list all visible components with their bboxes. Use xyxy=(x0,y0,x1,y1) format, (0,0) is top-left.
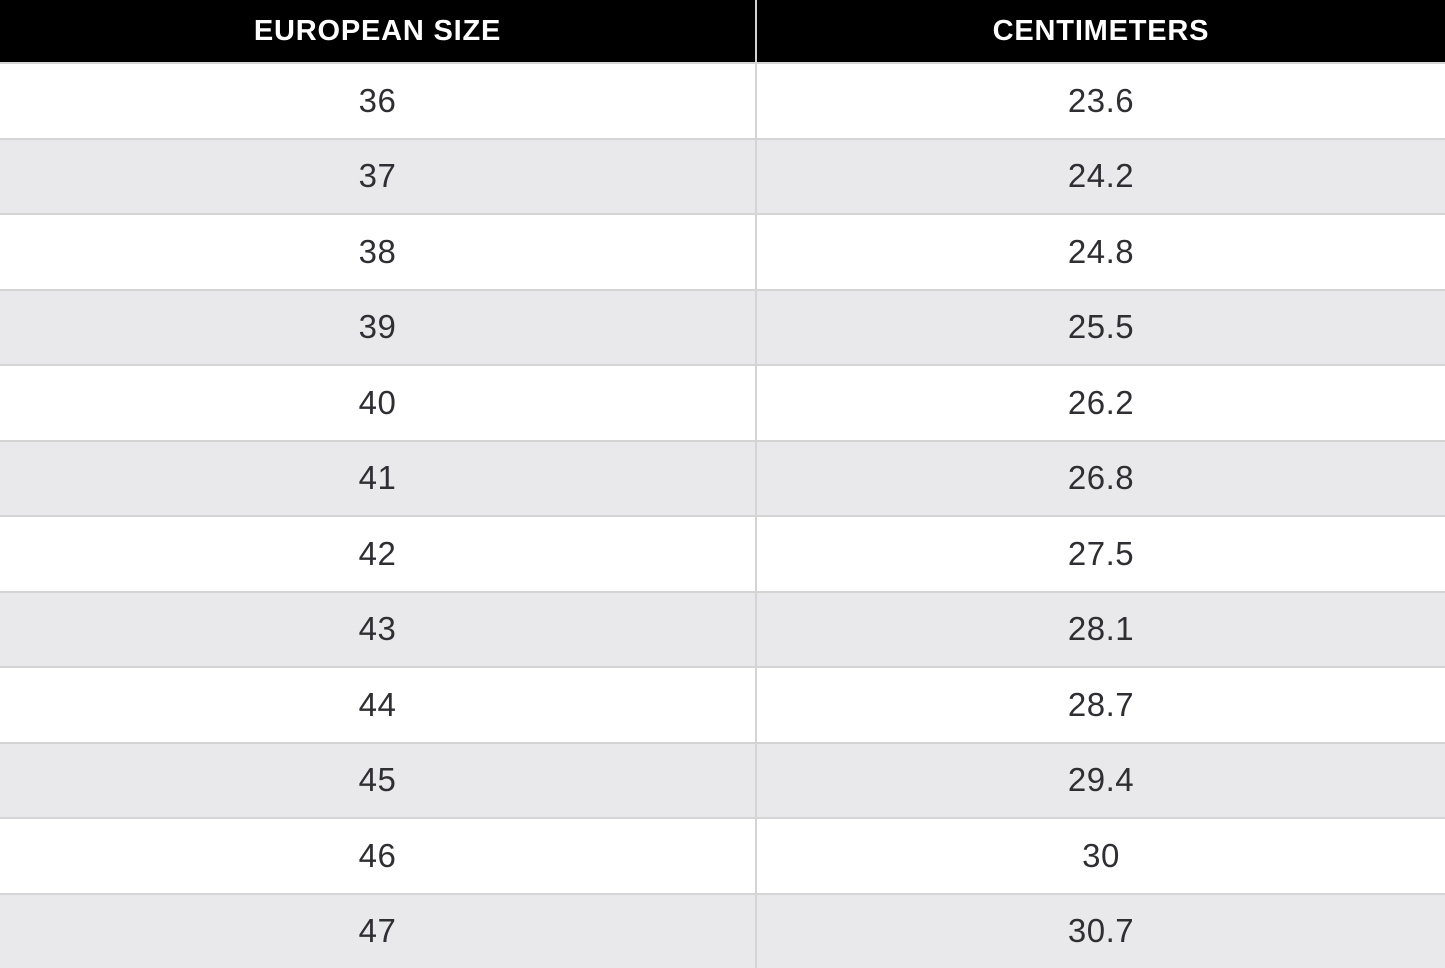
cell-european-size: 46 xyxy=(0,818,756,894)
cell-centimeters: 27.5 xyxy=(756,516,1445,592)
table-row: 41 26.8 xyxy=(0,441,1445,517)
table-row: 47 30.7 xyxy=(0,894,1445,968)
column-header-centimeters: CENTIMETERS xyxy=(756,0,1445,63)
table-body: 36 23.6 37 24.2 38 24.8 39 25.5 40 26.2 … xyxy=(0,63,1445,968)
table-row: 36 23.6 xyxy=(0,63,1445,139)
cell-centimeters: 30.7 xyxy=(756,894,1445,968)
cell-european-size: 36 xyxy=(0,63,756,139)
cell-european-size: 47 xyxy=(0,894,756,968)
table-row: 45 29.4 xyxy=(0,743,1445,819)
header-row: EUROPEAN SIZE CENTIMETERS xyxy=(0,0,1445,63)
cell-european-size: 38 xyxy=(0,214,756,290)
cell-european-size: 43 xyxy=(0,592,756,668)
cell-european-size: 44 xyxy=(0,667,756,743)
table-row: 39 25.5 xyxy=(0,290,1445,366)
cell-centimeters: 25.5 xyxy=(756,290,1445,366)
table-header: EUROPEAN SIZE CENTIMETERS xyxy=(0,0,1445,63)
cell-european-size: 45 xyxy=(0,743,756,819)
table-row: 42 27.5 xyxy=(0,516,1445,592)
cell-centimeters: 24.8 xyxy=(756,214,1445,290)
column-header-european-size: EUROPEAN SIZE xyxy=(0,0,756,63)
cell-european-size: 42 xyxy=(0,516,756,592)
table-row: 46 30 xyxy=(0,818,1445,894)
cell-european-size: 41 xyxy=(0,441,756,517)
cell-european-size: 39 xyxy=(0,290,756,366)
table-row: 44 28.7 xyxy=(0,667,1445,743)
cell-european-size: 40 xyxy=(0,365,756,441)
cell-centimeters: 24.2 xyxy=(756,139,1445,215)
cell-centimeters: 30 xyxy=(756,818,1445,894)
table-row: 40 26.2 xyxy=(0,365,1445,441)
table-row: 43 28.1 xyxy=(0,592,1445,668)
cell-centimeters: 26.2 xyxy=(756,365,1445,441)
cell-european-size: 37 xyxy=(0,139,756,215)
cell-centimeters: 23.6 xyxy=(756,63,1445,139)
cell-centimeters: 26.8 xyxy=(756,441,1445,517)
cell-centimeters: 28.1 xyxy=(756,592,1445,668)
cell-centimeters: 28.7 xyxy=(756,667,1445,743)
table-row: 37 24.2 xyxy=(0,139,1445,215)
cell-centimeters: 29.4 xyxy=(756,743,1445,819)
table-row: 38 24.8 xyxy=(0,214,1445,290)
